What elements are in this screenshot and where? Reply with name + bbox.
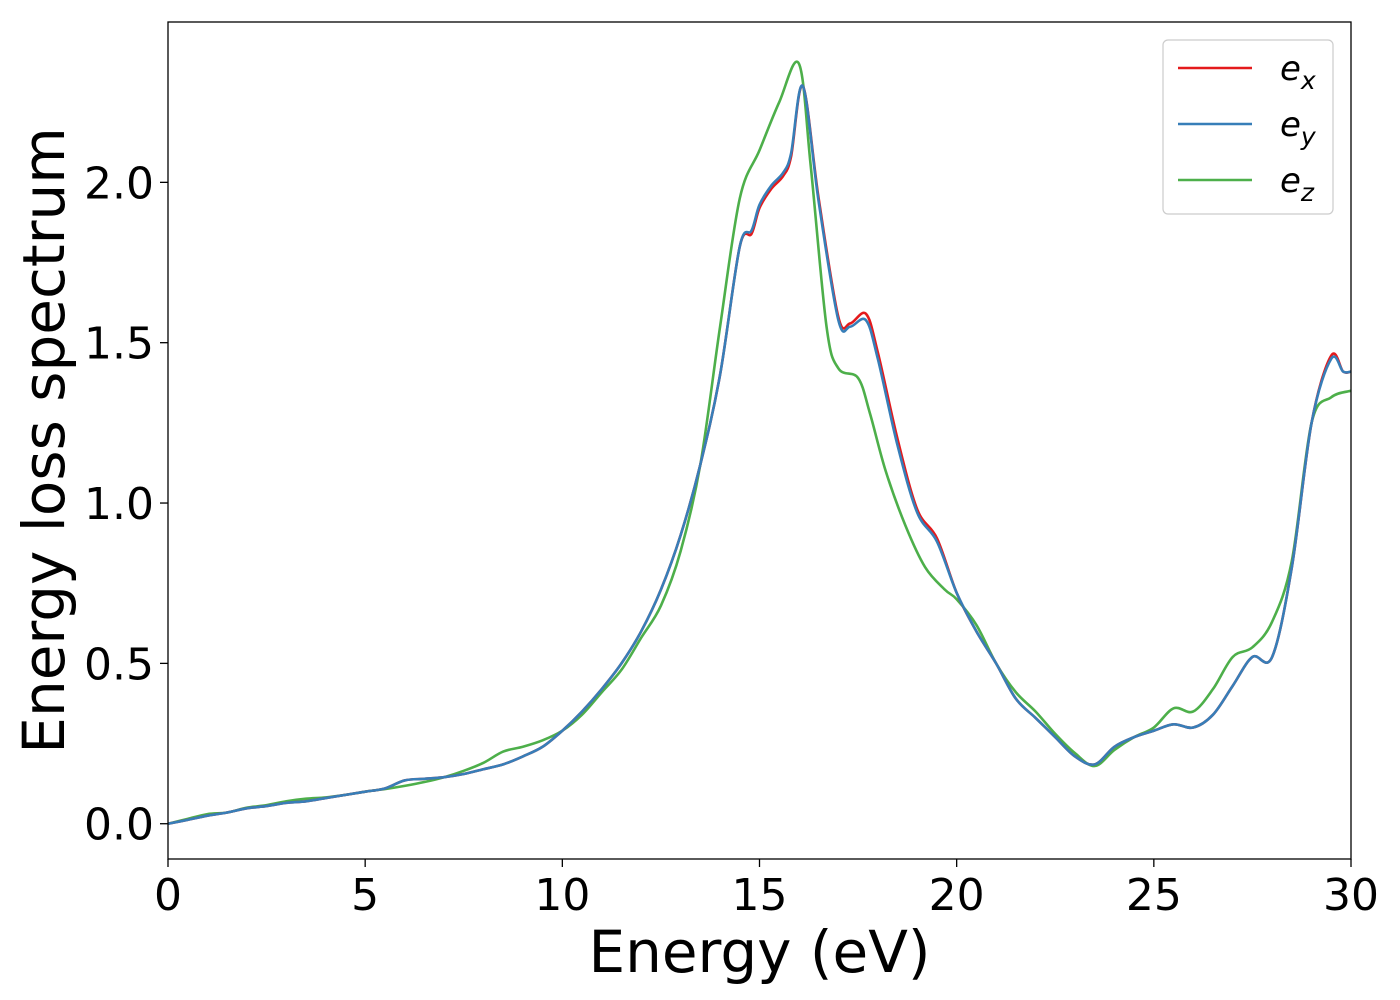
y-axis: 0.0 0.5 1.0 1.5 2.0 [84,158,168,851]
legend: ex ey ez [1162,39,1334,215]
y-tick-label: 2.0 [84,158,154,209]
x-axis: 0 5 10 15 20 25 30 [154,859,1379,921]
legend-label-ex: ex [1280,49,1316,95]
x-tick-label: 10 [534,870,590,921]
y-axis-title: Energy loss spectrum [10,127,78,753]
legend-box [1162,39,1334,215]
x-axis-title: Energy (eV) [588,918,930,986]
legend-label-ey: ey [1280,105,1317,151]
x-tick-label: 20 [929,870,985,921]
y-tick-label: 1.5 [84,319,154,370]
y-tick-label: 1.0 [84,479,154,530]
series-line-ey [167,84,1352,825]
x-tick-label: 15 [732,870,788,921]
y-tick-label: 0.0 [84,800,154,851]
x-tick-label: 0 [154,870,182,921]
series-layer [167,60,1352,825]
legend-label-ez: ez [1280,161,1315,207]
x-tick-label: 5 [351,870,379,921]
x-tick-label: 30 [1323,870,1379,921]
x-tick-label: 25 [1126,870,1182,921]
y-tick-label: 0.5 [84,639,154,690]
